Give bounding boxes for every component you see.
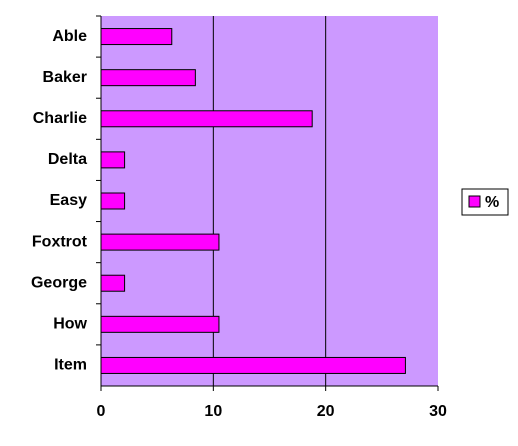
x-tick-label: 20: [317, 403, 335, 420]
y-tick-label: Easy: [50, 192, 87, 209]
legend-label: %: [485, 194, 499, 211]
bar: [100, 274, 126, 292]
x-tick-label: 10: [204, 403, 222, 420]
y-tick-label: George: [31, 274, 87, 291]
y-tick-label: How: [53, 316, 87, 333]
y-tick-label: Able: [52, 28, 87, 45]
legend-swatch: [468, 195, 481, 208]
x-tick-label: 0: [97, 403, 106, 420]
y-tick-label: Item: [54, 357, 87, 374]
bar: [100, 69, 196, 87]
y-tick-label: Charlie: [33, 110, 87, 127]
bar: [100, 151, 126, 169]
y-tick-label: Delta: [48, 151, 87, 168]
bar: [100, 28, 173, 46]
bar: [100, 315, 220, 333]
x-tick-label: 30: [429, 403, 447, 420]
y-tick-label: Foxtrot: [32, 233, 88, 250]
bar: [100, 356, 406, 374]
y-tick-label: Baker: [43, 69, 87, 86]
bar: [100, 192, 126, 210]
bar: [100, 110, 313, 128]
bar: [100, 233, 220, 251]
